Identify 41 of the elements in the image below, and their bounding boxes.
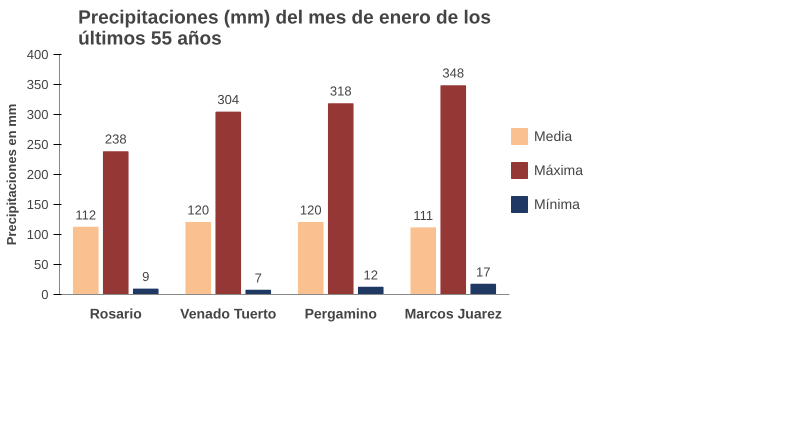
- data-label: 9: [142, 269, 150, 284]
- y-tick-label: 300: [26, 107, 49, 122]
- data-label: 318: [330, 84, 352, 99]
- bar: [102, 151, 129, 294]
- x-tick-label: Venado Tuerto: [180, 306, 276, 322]
- bar: [470, 284, 496, 294]
- data-label: 120: [300, 202, 322, 218]
- legend-label: Mínima: [534, 196, 580, 212]
- y-axis-title: Precipitaciones en mm: [4, 104, 19, 246]
- bar: [298, 222, 324, 294]
- y-tick-label: 100: [26, 227, 49, 242]
- bar: [132, 288, 159, 294]
- x-tick-label: Pergamino: [304, 306, 377, 322]
- chart-title: Precipitaciones (mm) del mes de enero de los últimos 55 años: [78, 8, 491, 50]
- x-tick-label: Rosario: [90, 306, 142, 322]
- data-label: 111: [413, 208, 434, 223]
- y-tick-label: 250: [26, 137, 49, 152]
- data-label: 12: [364, 267, 378, 282]
- bar: [215, 112, 242, 294]
- data-label: 17: [476, 264, 490, 280]
- data-label: 112: [75, 207, 96, 222]
- bar: [185, 222, 212, 294]
- data-label: 120: [187, 202, 210, 218]
- data-label: 238: [104, 132, 127, 147]
- y-tick-label: 0: [41, 287, 49, 302]
- bar: [410, 227, 436, 294]
- y-tick-label: 50: [34, 257, 49, 272]
- y-tick-label: 400: [26, 47, 49, 62]
- bar: [328, 103, 354, 294]
- x-tick-label: Marcos Juarez: [404, 306, 502, 322]
- legend-label: Media: [534, 128, 572, 144]
- y-tick-label: 150: [26, 197, 49, 212]
- y-tick-label: 200: [26, 167, 49, 182]
- data-label: 7: [254, 270, 262, 286]
- bar: [358, 286, 384, 294]
- data-label: 304: [217, 92, 240, 108]
- y-tick-label: 350: [26, 77, 49, 92]
- legend-label: Máxima: [534, 162, 584, 178]
- data-label: 348: [442, 66, 464, 81]
- bar: [72, 226, 99, 294]
- bar: [440, 85, 466, 294]
